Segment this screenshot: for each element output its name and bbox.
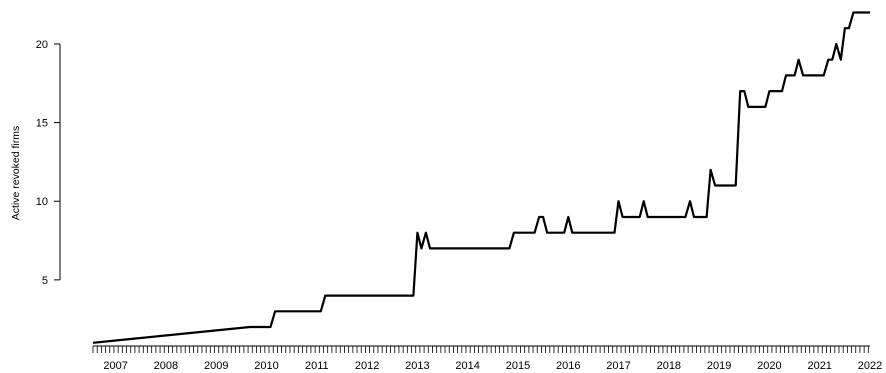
x-tick-label: 2011 xyxy=(305,360,329,372)
x-axis: 2007 2008 2009 2010 2011 2012 2013 2014 2015 2016… xyxy=(93,345,882,372)
y-tick-label: 15 xyxy=(36,118,48,130)
x-tick-label: 2021 xyxy=(807,360,831,372)
x-tick-label: 2019 xyxy=(707,360,731,372)
x-tick-label: 2016 xyxy=(556,360,580,372)
x-tick-label: 2015 xyxy=(506,360,530,372)
x-tick-label: 2022 xyxy=(858,360,882,372)
x-tick-label: 2013 xyxy=(405,360,429,372)
x-tick-label: 2017 xyxy=(606,360,630,372)
x-tick-label: 2009 xyxy=(204,360,228,372)
x-axis-minor-ticks xyxy=(92,346,869,353)
x-tick-label: 2007 xyxy=(103,360,127,372)
y-tick-label: 5 xyxy=(42,275,48,287)
x-tick-label: 2020 xyxy=(757,360,781,372)
x-tick-label: 2008 xyxy=(154,360,178,372)
x-tick-label: 2010 xyxy=(254,360,278,372)
series-line-active-revoked-firms xyxy=(92,11,870,344)
x-tick-label: 2014 xyxy=(455,360,479,372)
y-axis: 5 10 15 20 xyxy=(36,39,61,287)
x-tick-label: 2012 xyxy=(355,360,379,372)
y-axis-label: Active revoked firms xyxy=(10,126,22,221)
y-tick-label: 20 xyxy=(36,39,48,51)
y-tick-label: 10 xyxy=(36,196,48,208)
x-tick-label: 2018 xyxy=(657,360,681,372)
